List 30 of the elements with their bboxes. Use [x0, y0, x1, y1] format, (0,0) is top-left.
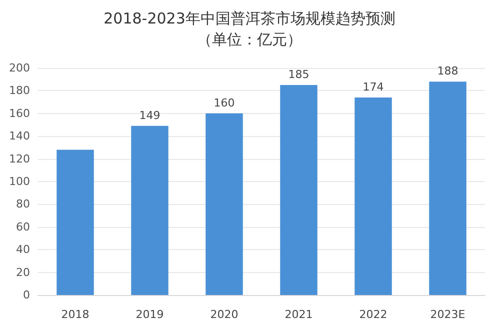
data-label: 149 — [139, 108, 160, 122]
chart-subtitle: （单位：亿元） — [197, 30, 302, 48]
bar — [131, 126, 168, 295]
bar — [429, 82, 466, 295]
y-tick-label: 100 — [9, 175, 30, 188]
data-label: 174 — [362, 80, 384, 94]
y-tick-label: 80 — [16, 198, 30, 211]
y-tick-label: 60 — [16, 220, 30, 234]
y-tick-label: 0 — [23, 288, 30, 302]
chart-title: 2018-2023年中国普洱茶市场规模趋势预测 — [104, 10, 396, 28]
y-tick-label: 160 — [9, 106, 30, 120]
x-tick-label: 2019 — [136, 308, 164, 321]
y-tick-label: 40 — [16, 243, 30, 256]
x-tick-label: 2022 — [359, 308, 388, 321]
y-tick-label: 20 — [16, 266, 30, 279]
y-tick-label: 140 — [9, 130, 30, 143]
data-label: 160 — [214, 96, 235, 110]
bar — [354, 98, 392, 295]
data-label: 185 — [288, 68, 310, 82]
x-tick-label: 2021 — [284, 308, 313, 321]
y-tick-label: 180 — [9, 84, 30, 98]
x-tick-label: 2023E — [430, 308, 466, 321]
data-label: 188 — [437, 64, 458, 78]
bar — [206, 113, 243, 295]
bar — [56, 150, 94, 295]
bar — [280, 85, 318, 295]
y-tick-label: 200 — [9, 62, 30, 74]
x-tick-label: 2020 — [210, 308, 238, 321]
x-tick-label: 2018 — [61, 308, 90, 321]
y-tick-label: 120 — [9, 152, 30, 166]
